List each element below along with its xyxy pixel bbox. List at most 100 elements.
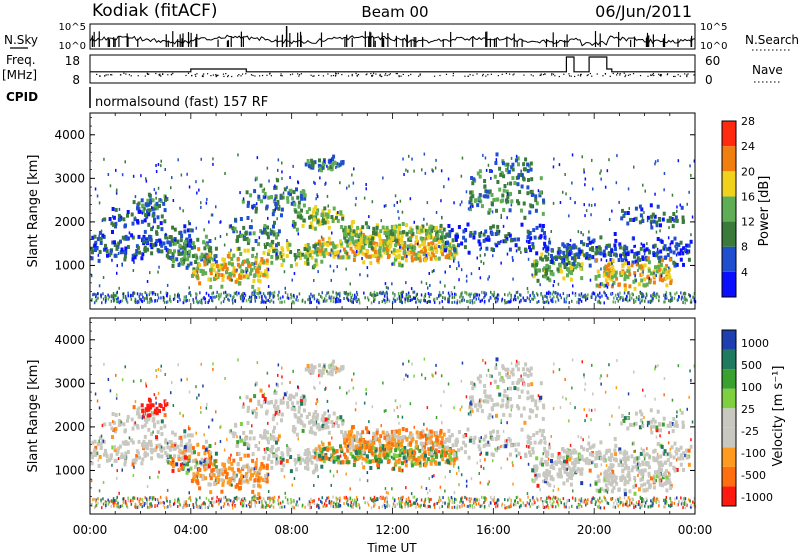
velocity-cell	[111, 445, 115, 450]
nave-dot	[160, 75, 162, 77]
power-cell	[276, 178, 280, 183]
power-cell	[546, 298, 549, 302]
nave-dot	[298, 75, 300, 77]
velocity-cell	[232, 478, 236, 483]
velocity-cell	[361, 443, 365, 448]
velocity-cell	[265, 436, 269, 441]
power-cell	[498, 166, 502, 171]
power-cell	[665, 270, 669, 275]
power-cell	[501, 193, 505, 198]
nave-dot	[624, 74, 627, 76]
power-cell	[121, 263, 123, 267]
power-cell	[405, 295, 407, 299]
power-cell	[693, 291, 696, 295]
power-cell	[616, 297, 618, 301]
power-cell	[506, 252, 509, 256]
power-cell	[246, 269, 249, 272]
power-cell	[390, 250, 393, 254]
power-cell	[198, 281, 202, 286]
power-cell	[437, 239, 441, 244]
power-cell	[202, 254, 206, 259]
power-cell	[188, 292, 190, 296]
power-cell	[133, 291, 136, 295]
power-cell	[588, 253, 592, 258]
velocity-cell	[347, 460, 351, 465]
power-cell	[311, 210, 315, 215]
power-cell	[465, 190, 468, 194]
power-cell	[201, 271, 205, 276]
velocity-cell	[263, 431, 266, 436]
power-cell	[171, 263, 175, 268]
velocity-cell	[208, 457, 212, 462]
power-cell	[146, 294, 148, 298]
power-cell	[628, 207, 630, 210]
power-cell	[538, 300, 540, 303]
nave-dot	[172, 72, 174, 74]
power-cell	[94, 187, 97, 191]
power-cell	[292, 224, 296, 229]
power-cell	[631, 260, 635, 265]
velocity-cell	[394, 459, 398, 464]
power-cell	[183, 244, 187, 249]
power-cell	[204, 234, 208, 239]
velocity-cell	[208, 453, 211, 458]
power-cell	[224, 262, 228, 267]
velocity-cell	[112, 427, 116, 432]
velocity-cell	[385, 452, 389, 457]
power-cell	[663, 255, 667, 260]
power-cell	[375, 225, 379, 230]
power-cell	[389, 232, 393, 237]
power-cell	[657, 255, 661, 260]
velocity-cell	[321, 426, 325, 431]
power-cell	[465, 279, 468, 283]
nave-dot	[612, 72, 614, 75]
power-cell	[638, 295, 640, 299]
power-cell	[181, 257, 185, 262]
power-cell	[341, 214, 345, 219]
power-cell	[243, 296, 245, 300]
power-cell	[315, 247, 319, 251]
nave-dot	[379, 73, 381, 76]
power-cell	[605, 265, 609, 270]
velocity-cell	[183, 451, 187, 456]
power-cell	[256, 252, 258, 256]
power-cell	[659, 255, 663, 260]
velocity-cell	[93, 448, 97, 453]
power-cell	[90, 274, 93, 278]
velocity-cell	[318, 453, 322, 458]
power-cell	[302, 218, 306, 223]
power-cell	[607, 297, 610, 300]
power-cell	[331, 219, 335, 223]
power-cell	[623, 291, 626, 295]
power-cell	[563, 254, 566, 259]
power-cell	[478, 232, 482, 237]
velocity-cell	[221, 472, 225, 477]
power-cell	[440, 231, 444, 235]
power-cell	[402, 290, 404, 294]
velocity-cell	[281, 457, 285, 462]
velocity-cell	[302, 408, 306, 413]
power-cell	[424, 299, 426, 303]
velocity-cell	[324, 417, 328, 422]
velocity-cell	[280, 451, 284, 456]
power-cell	[347, 255, 351, 260]
velocity-cell	[98, 435, 102, 440]
power-cell	[289, 264, 293, 269]
nave-dot	[687, 73, 689, 75]
power-cell	[295, 227, 299, 232]
velocity-cell	[303, 459, 307, 464]
power-cell	[173, 227, 177, 232]
power-cell	[425, 253, 428, 257]
velocity-cell	[210, 473, 214, 477]
power-cell	[571, 153, 574, 157]
power-cell	[566, 256, 570, 261]
power-cell	[488, 189, 492, 194]
velocity-cell	[270, 459, 274, 464]
power-cell	[669, 281, 673, 285]
velocity-cell	[246, 446, 250, 450]
power-cell	[645, 247, 649, 252]
power-cell	[154, 292, 157, 296]
power-cell	[314, 243, 318, 248]
power-cell	[479, 299, 481, 303]
colorbar-segment	[722, 171, 736, 197]
